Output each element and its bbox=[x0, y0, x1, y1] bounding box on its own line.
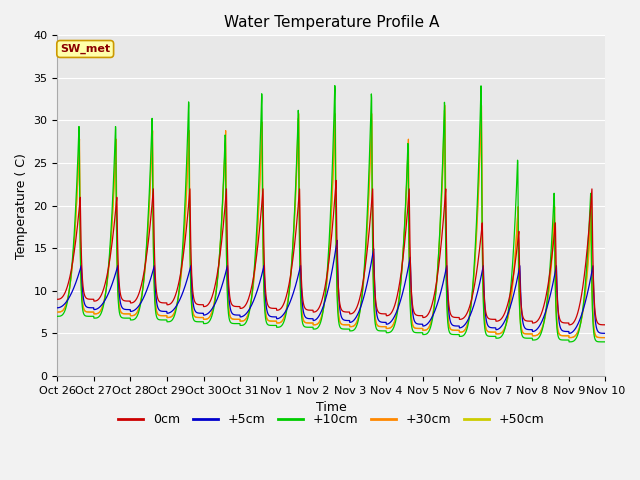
Y-axis label: Temperature ( C): Temperature ( C) bbox=[15, 153, 28, 259]
Text: SW_met: SW_met bbox=[60, 44, 110, 54]
X-axis label: Time: Time bbox=[316, 401, 347, 414]
Legend: 0cm, +5cm, +10cm, +30cm, +50cm: 0cm, +5cm, +10cm, +30cm, +50cm bbox=[113, 408, 550, 431]
Title: Water Temperature Profile A: Water Temperature Profile A bbox=[224, 15, 439, 30]
